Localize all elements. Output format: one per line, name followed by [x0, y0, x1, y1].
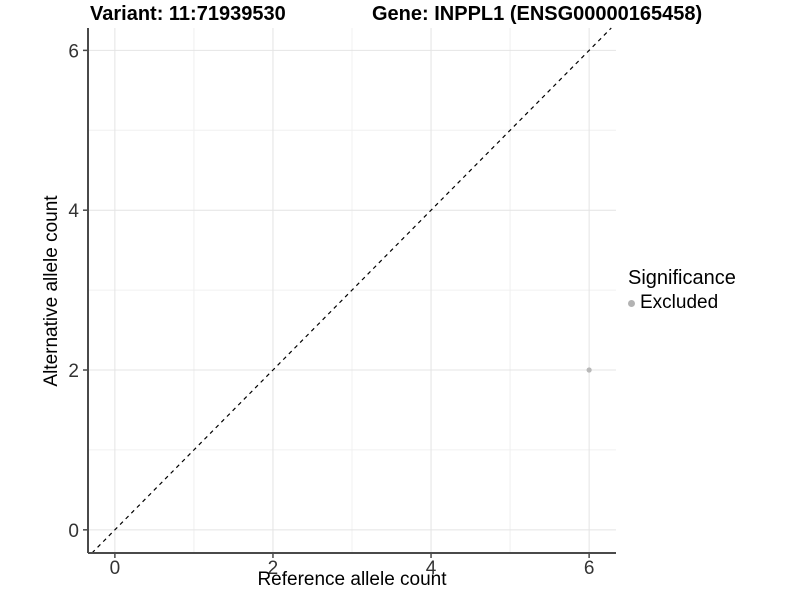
identity-reference-line — [91, 27, 612, 554]
x-tick-label: 2 — [268, 558, 279, 579]
legend-item-label: Excluded — [640, 292, 719, 313]
gene-title: Gene: INPPL1 (ENSG00000165458) — [372, 3, 703, 25]
x-tick-label: 4 — [426, 558, 437, 579]
y-axis-title: Alternative allele count — [41, 195, 62, 387]
legend-title: Significance — [628, 267, 736, 289]
y-tick-label: 4 — [68, 201, 79, 222]
variant-title: Variant: 11:71939530 — [90, 3, 286, 25]
y-tick-label: 2 — [68, 361, 79, 382]
x-axis-title: Reference allele count — [257, 569, 447, 590]
y-tick-label: 6 — [68, 41, 79, 62]
x-tick-label: 0 — [110, 558, 121, 579]
legend-point-icon — [628, 299, 635, 307]
legend-item-excluded: Excluded — [628, 292, 736, 314]
x-tick-label: 6 — [584, 558, 595, 579]
y-tick-label: 0 — [68, 521, 79, 542]
data-point — [586, 367, 592, 373]
legend: Significance Excluded — [628, 266, 736, 314]
